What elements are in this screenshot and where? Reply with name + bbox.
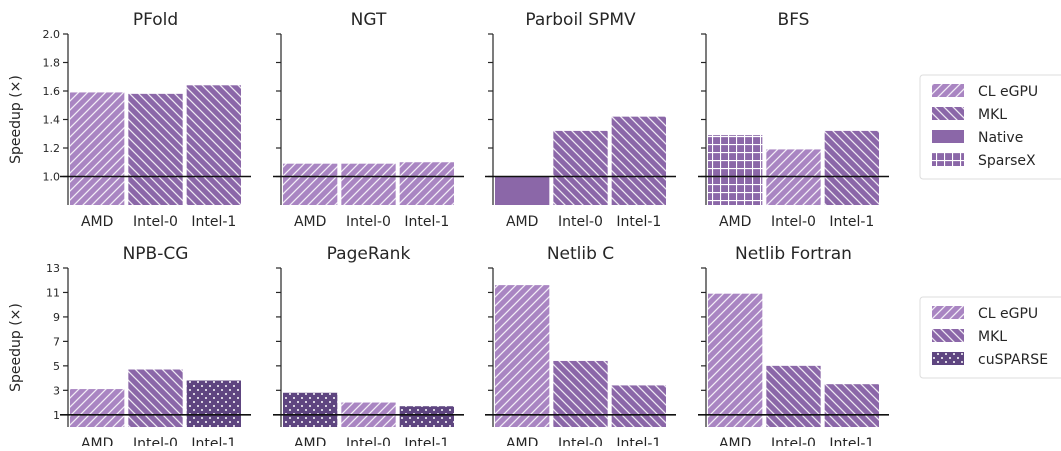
- y-tick-label: 7: [53, 335, 60, 348]
- y-tick-label: 9: [53, 311, 60, 324]
- bar: [70, 92, 125, 205]
- bar: [708, 293, 763, 427]
- y-tick-label: 1: [53, 409, 60, 422]
- x-tick-label: Intel-0: [133, 214, 178, 230]
- legend-label: CL eGPU: [978, 306, 1038, 322]
- chart-title: Parboil SPMV: [525, 10, 636, 30]
- x-tick-label: Intel-0: [346, 214, 391, 230]
- x-tick-label: AMD: [81, 436, 113, 446]
- y-tick-label: 5: [53, 360, 60, 373]
- chart-title: NGT: [351, 10, 387, 30]
- chart-panel-bfs: BFS AMD Intel-0 Intel-1: [698, 10, 889, 230]
- x-tick-label: AMD: [294, 436, 326, 446]
- chart-panel-netlib-fortran: Netlib Fortran AMD Intel-0 Intel-1: [698, 244, 889, 451]
- chart-title: BFS: [778, 10, 810, 30]
- x-tick-label: Intel-0: [771, 214, 816, 230]
- chart-title: NPB-CG: [123, 244, 189, 264]
- x-tick-label: Intel-1: [404, 214, 449, 230]
- x-tick-label: Intel-1: [191, 436, 236, 446]
- bar: [553, 130, 608, 205]
- x-tick-label: Intel-1: [616, 214, 661, 230]
- x-tick-label: Intel-0: [558, 214, 603, 230]
- x-tick-label: AMD: [506, 214, 538, 230]
- chart-panel-netlib-c: Netlib C AMD Intel-0 Intel-1: [485, 244, 676, 451]
- legend-swatch: [932, 130, 964, 143]
- y-tick-label: 1.6: [43, 85, 61, 98]
- x-tick-label: Intel-1: [191, 214, 236, 230]
- x-tick-label: AMD: [719, 214, 751, 230]
- legend-label: MKL: [978, 107, 1007, 123]
- x-tick-label: Intel-0: [771, 436, 816, 446]
- bar: [128, 93, 183, 205]
- y-axis-label: Speedup (×): [8, 75, 24, 164]
- legend: CL eGPU MKL Native SparseX: [919, 74, 1061, 180]
- chart-title: PFold: [133, 10, 178, 30]
- legend-label: CL eGPU: [978, 84, 1038, 100]
- x-tick-label: AMD: [719, 436, 751, 446]
- y-tick-label: 3: [53, 384, 60, 397]
- chart-panel-pfold: PFold 1.0 1.2 1.4 1.6 1.8 2.0 Speedup (×) AMD Int…: [8, 10, 251, 230]
- legend-frame: [919, 74, 1061, 180]
- y-tick-label: 11: [46, 286, 60, 299]
- bar: [341, 163, 396, 205]
- y-tick-label: 1.0: [43, 171, 61, 184]
- chart-title: PageRank: [327, 244, 411, 264]
- bar: [824, 384, 879, 427]
- bar: [824, 130, 879, 205]
- x-tick-label: Intel-1: [404, 436, 449, 446]
- x-tick-label: Intel-1: [829, 214, 874, 230]
- bar: [495, 285, 550, 427]
- bar: [495, 176, 550, 205]
- chart-title: Netlib C: [547, 244, 614, 264]
- bar: [611, 385, 666, 427]
- bar: [708, 135, 763, 205]
- bar: [399, 162, 454, 205]
- y-axis-label: Speedup (×): [8, 303, 24, 392]
- y-tick-label: 1.4: [43, 114, 61, 127]
- x-tick-label: Intel-0: [346, 436, 391, 446]
- legend-label: cuSPARSE: [978, 352, 1048, 368]
- x-tick-label: AMD: [506, 436, 538, 446]
- y-tick-label: 13: [46, 262, 60, 275]
- chart-panel-ngt: NGT AMD Intel-0 Intel-1: [273, 10, 464, 230]
- x-tick-label: Intel-0: [558, 436, 603, 446]
- legend-swatch: [932, 329, 964, 342]
- legend-label: SparseX: [978, 153, 1036, 169]
- legend-swatch: [932, 107, 964, 120]
- x-tick-label: Intel-1: [616, 436, 661, 446]
- y-tick-label: 1.2: [43, 142, 61, 155]
- y-tick-label: 2.0: [43, 28, 61, 41]
- legend-swatch: [932, 352, 964, 365]
- bar: [283, 392, 338, 427]
- bar: [128, 369, 183, 427]
- legend: CL eGPU MKL cuSPARSE: [919, 296, 1061, 379]
- x-tick-label: AMD: [81, 214, 113, 230]
- bar: [611, 116, 666, 205]
- y-tick-label: 1.8: [43, 57, 61, 70]
- chart-panel-pagerank: PageRank AMD Intel-0 Intel-1: [273, 244, 464, 451]
- bar: [186, 380, 241, 427]
- legend-label: Native: [978, 130, 1023, 146]
- bar: [399, 406, 454, 427]
- legend-swatch: [932, 153, 964, 166]
- chart-title: Netlib Fortran: [735, 244, 852, 264]
- legend-swatch: [932, 306, 964, 319]
- bar: [70, 389, 125, 427]
- x-tick-label: Intel-1: [829, 436, 874, 446]
- x-tick-label: AMD: [294, 214, 326, 230]
- x-tick-label: Intel-0: [133, 436, 178, 446]
- bar: [283, 163, 338, 205]
- legend-swatch: [932, 84, 964, 97]
- bar: [553, 360, 608, 427]
- bar: [186, 85, 241, 205]
- chart-panel-parboil-spmv: Parboil SPMV AMD Intel-0 Intel-1: [485, 10, 676, 230]
- bar: [766, 365, 821, 427]
- legend-label: MKL: [978, 329, 1007, 345]
